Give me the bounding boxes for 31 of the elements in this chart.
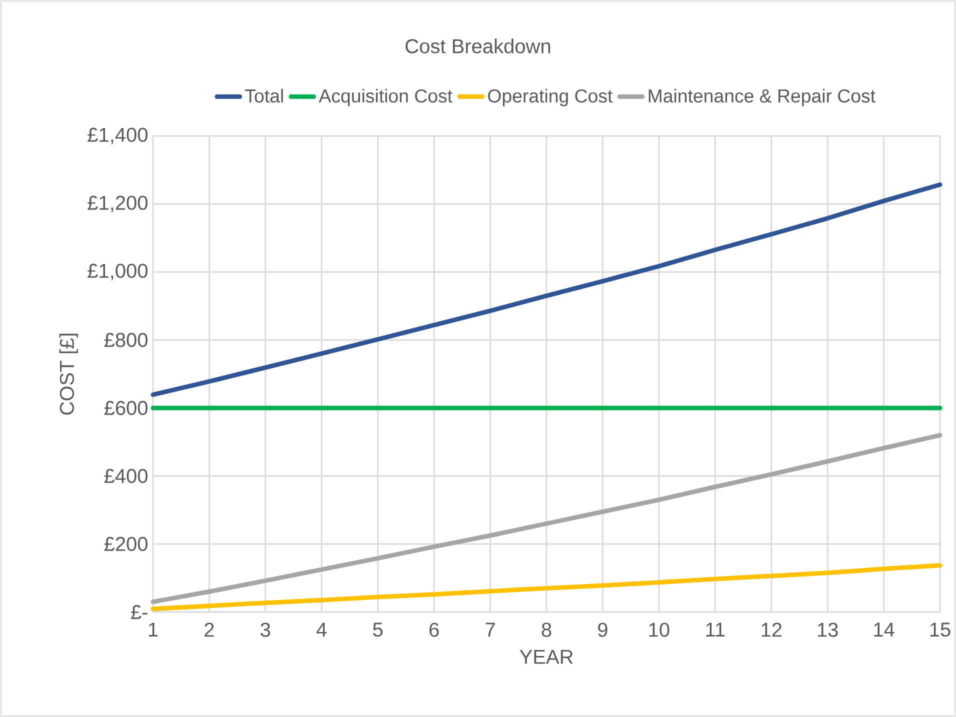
y-tick-label: £1,200 bbox=[88, 196, 148, 212]
x-tick-label: 3 bbox=[260, 622, 270, 637]
x-tick-label: 7 bbox=[486, 622, 495, 636]
y-tick-label: £400 bbox=[104, 468, 148, 484]
legend-label: Maintenance & Repair Cost bbox=[648, 88, 876, 106]
x-tick-label: 12 bbox=[762, 622, 782, 637]
chart-title: Cost Breakdown bbox=[406, 38, 550, 54]
x-tick-label: 1 bbox=[148, 622, 158, 636]
x-tick-label: 6 bbox=[430, 622, 439, 637]
y-axis-title: COST [£] bbox=[59, 334, 78, 415]
y-tick-label: £1,400 bbox=[88, 128, 148, 144]
legend-label: Acquisition Cost bbox=[318, 88, 452, 106]
x-tick-label: 9 bbox=[598, 622, 608, 637]
x-tick-label: 5 bbox=[373, 622, 383, 637]
x-tick-label: 14 bbox=[874, 622, 894, 636]
y-tick-label: £600 bbox=[104, 400, 148, 416]
x-tick-label: 11 bbox=[706, 622, 725, 636]
x-tick-label: 4 bbox=[316, 622, 327, 636]
x-tick-label: 2 bbox=[204, 622, 214, 637]
x-tick-label: 15 bbox=[930, 622, 950, 637]
x-tick-label: 10 bbox=[649, 622, 670, 637]
y-tick-label: £800 bbox=[104, 332, 148, 348]
x-tick-label: 8 bbox=[542, 622, 552, 637]
y-tick-label: £1,000 bbox=[88, 264, 148, 280]
x-tick-label: 13 bbox=[818, 622, 838, 637]
line-series bbox=[150, 182, 942, 397]
legend-label: Operating Cost bbox=[488, 88, 613, 106]
y-tick-label: £- bbox=[131, 605, 148, 619]
legend-label: Total bbox=[245, 88, 283, 103]
y-tick-label: £200 bbox=[104, 536, 148, 552]
x-axis-title: YEAR bbox=[520, 650, 573, 664]
